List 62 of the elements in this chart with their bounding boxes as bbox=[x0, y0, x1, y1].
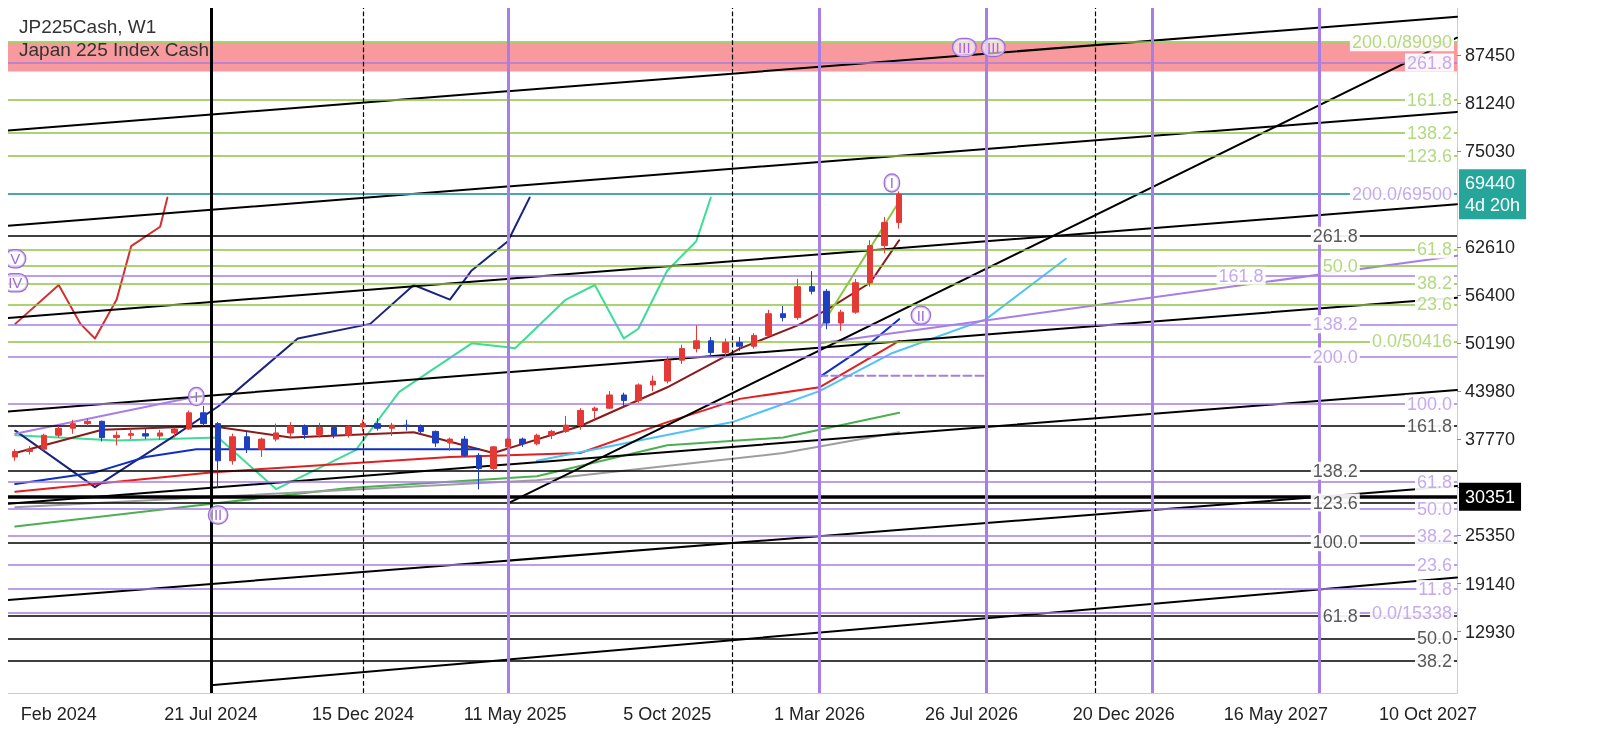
y-tick-label: 12930 bbox=[1465, 621, 1516, 642]
y-tick-label: 56400 bbox=[1465, 285, 1516, 306]
annotation: 161.8 bbox=[1406, 416, 1452, 437]
x-tick-label: 20 Dec 2026 bbox=[1072, 704, 1175, 724]
annotation: 38.2 bbox=[1416, 273, 1452, 294]
annotation: 138.2 bbox=[1312, 314, 1358, 335]
x-tick-label: 16 May 2027 bbox=[1223, 704, 1328, 724]
y-tick-label: 25350 bbox=[1465, 525, 1516, 546]
annotation: 138.2 bbox=[1406, 122, 1452, 143]
ref-line-label: 0.0/50416 bbox=[1371, 331, 1452, 352]
ref-line-label: 69440 4d 20h bbox=[1465, 173, 1521, 216]
chart-title: JP225Cash, W1 bbox=[19, 16, 157, 37]
y-tick-label: 43980 bbox=[1465, 381, 1516, 402]
annotation: 261.8 bbox=[1312, 225, 1358, 246]
y-tick-label: 87450 bbox=[1465, 44, 1516, 65]
annotation: 50.0 bbox=[1416, 498, 1452, 519]
x-tick-label: 15 Dec 2024 bbox=[311, 704, 415, 724]
annotation: III bbox=[987, 38, 1000, 56]
x-tick-label: Feb 2024 bbox=[20, 704, 97, 724]
annotation: 50.0 bbox=[1322, 256, 1358, 277]
x-tick-label: 1 Mar 2026 bbox=[773, 704, 865, 724]
annotation: 200.0 bbox=[1312, 346, 1358, 367]
ref-line-label: 30351 bbox=[1465, 486, 1516, 507]
ref-line-label: 200.0/69500 bbox=[1351, 183, 1452, 204]
annotation: IV bbox=[8, 274, 23, 292]
annotation: 100.0 bbox=[1406, 393, 1452, 414]
annotation: V bbox=[10, 250, 21, 268]
annotation: 161.8 bbox=[1406, 89, 1452, 110]
annotation: 23.6 bbox=[1416, 554, 1452, 575]
annotation: 38.2 bbox=[1416, 525, 1452, 546]
annotation: 123.6 bbox=[1406, 145, 1452, 166]
y-tick-label: 62610 bbox=[1465, 237, 1516, 258]
x-tick-label: 21 Jul 2024 bbox=[164, 704, 258, 724]
annotation: 61.8 bbox=[1322, 606, 1358, 627]
x-tick-label: 11 May 2025 bbox=[463, 704, 567, 724]
y-tick-label: 37770 bbox=[1465, 429, 1516, 450]
x-tick-label: 26 Jul 2026 bbox=[925, 704, 1019, 724]
ref-line-label: 200.0/89090 bbox=[1351, 32, 1452, 53]
x-tick-label: 10 Oct 2027 bbox=[1378, 704, 1478, 724]
x-tick-label: 5 Oct 2025 bbox=[623, 704, 712, 724]
annotation: I bbox=[194, 388, 199, 406]
y-tick-label: 81240 bbox=[1465, 92, 1516, 113]
annotation: 61.8 bbox=[1416, 239, 1452, 260]
annotation: 11.8 bbox=[1418, 578, 1452, 599]
annotation: 61.8 bbox=[1416, 472, 1452, 492]
y-tick-label: 75030 bbox=[1465, 140, 1516, 161]
ref-line-label: 0.0/15338 bbox=[1371, 602, 1452, 623]
annotation: 38.2 bbox=[1416, 650, 1452, 671]
annotation: 50.0 bbox=[1416, 628, 1452, 649]
annotation: II bbox=[916, 306, 926, 324]
y-tick-label: 19140 bbox=[1465, 573, 1516, 594]
annotation: 161.8 bbox=[1218, 265, 1264, 286]
annotation: II bbox=[213, 506, 223, 524]
annotation: 100.0 bbox=[1312, 532, 1358, 553]
annotation: III bbox=[958, 38, 971, 56]
y-tick-label: 50190 bbox=[1465, 333, 1516, 354]
annotation: 123.6 bbox=[1312, 492, 1358, 513]
annotation: 261.8 bbox=[1406, 52, 1452, 73]
annotation: 23.6 bbox=[1416, 294, 1452, 315]
annotation: 138.2 bbox=[1312, 460, 1358, 481]
annotation: I bbox=[889, 174, 894, 192]
text: Japan 225 Index Cash bbox=[19, 39, 210, 60]
